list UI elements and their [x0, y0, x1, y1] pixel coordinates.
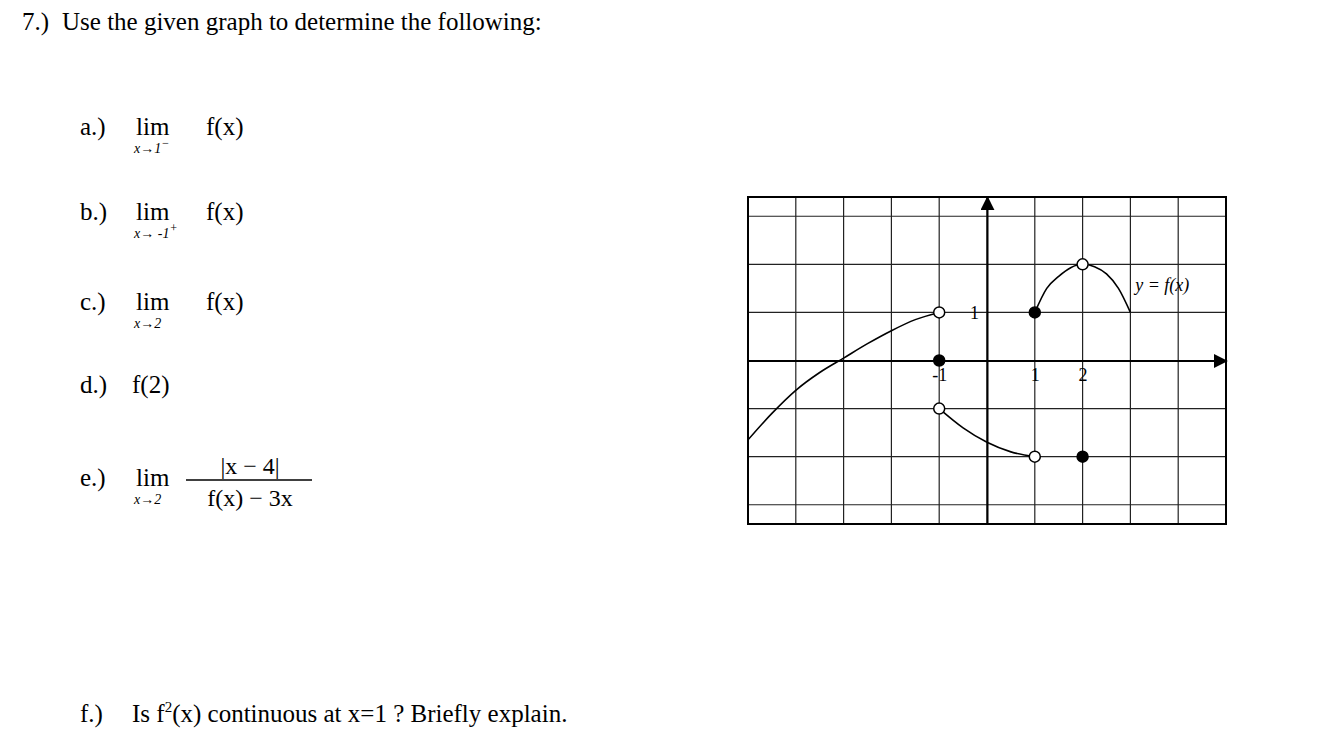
x-tick-label: 2 [1079, 365, 1088, 385]
closed-point [1029, 307, 1040, 318]
open-point [1029, 451, 1040, 462]
limit-approach: x→2 [133, 492, 161, 507]
limit-word: lim [136, 464, 170, 491]
open-point [1077, 259, 1088, 270]
question-superscript: 2 [165, 699, 173, 715]
limit-approach: x→2 [133, 316, 161, 331]
expression: f(x) [206, 113, 243, 141]
limit-approach: x→ -1 [133, 226, 169, 241]
grid [748, 197, 1226, 524]
x-tick: 2 [1079, 361, 1088, 386]
limit-side: + [169, 221, 177, 235]
y-axis: 1 [970, 198, 988, 525]
grid-line-x [986, 197, 987, 524]
closed-point [1077, 451, 1088, 462]
open-point [934, 403, 945, 414]
open-point [934, 307, 945, 318]
expression: f(x) [206, 198, 243, 226]
graph: -1 1 2 1 y = f(x) [748, 197, 1227, 525]
part-label: f.) [80, 700, 103, 728]
curve-label: y = f(x) [1133, 275, 1189, 296]
limit-subscript: x→1− [133, 136, 169, 156]
graph-background [748, 197, 1226, 524]
y-axis-line [987, 198, 989, 525]
part-question: Is f2(x) continuous at x=1 ? Briefly exp… [132, 699, 567, 728]
part-label: a.) [80, 113, 106, 141]
curve [939, 409, 1035, 457]
closed-point [934, 355, 945, 366]
page: 7.) Use the given graph to determine the … [0, 0, 1332, 744]
fraction-bar [186, 479, 312, 480]
part-label: b.) [80, 198, 107, 226]
graph-frame [748, 197, 1226, 524]
curve [748, 312, 939, 439]
problem-number: 7.) [22, 8, 49, 36]
limit-subscript: x→2 [133, 316, 161, 331]
question-text: (x) continuous at x=1 ? Briefly explain. [172, 700, 567, 728]
part-label: d.) [80, 371, 107, 399]
limit-approach: x→1 [133, 141, 161, 156]
fraction-denominator: f(x) − 3x [207, 485, 293, 511]
part-label: c.) [80, 288, 106, 316]
y-tick: 1 [970, 303, 987, 323]
expression: f(2) [132, 371, 169, 399]
limit-subscript: x→2 [133, 492, 161, 507]
x-tick: 1 [1031, 361, 1040, 386]
limit-subscript: x→ -1+ [133, 221, 178, 241]
expression: f(x) [206, 288, 243, 316]
question-text: Is f [132, 700, 165, 727]
curve [1035, 264, 1131, 312]
limit-word: lim [136, 288, 170, 315]
problem-prompt: Use the given graph to determine the fol… [62, 8, 542, 35]
y-tick-label: 1 [970, 303, 979, 323]
part-label: e.) [80, 464, 106, 492]
fraction-numerator: |x − 4| [220, 453, 279, 479]
limit-word: lim [136, 198, 170, 225]
limit-side: − [161, 136, 169, 150]
plot-marks [748, 259, 1130, 462]
x-tick-label: -1 [932, 365, 947, 385]
x-tick-label: 1 [1031, 365, 1040, 385]
